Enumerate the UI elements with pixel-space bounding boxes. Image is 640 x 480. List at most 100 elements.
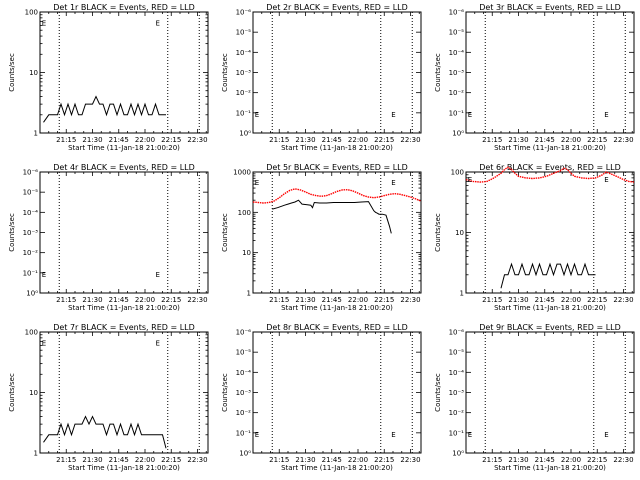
y-axis-label: Counts/sec <box>434 213 442 252</box>
x-tick-label: 21:30 <box>295 296 315 304</box>
x-tick-label: 21:15 <box>56 296 76 304</box>
y-tick-label: 10 <box>455 229 464 237</box>
x-axis-label: Start Time (11-Jan-18 21:00:20) <box>68 144 180 152</box>
y-tick-label: 100 <box>25 9 38 17</box>
y-tick-label: 10⁰ <box>26 290 38 298</box>
x-tick-label: 22:15 <box>161 456 181 464</box>
x-tick-label: 22:30 <box>613 296 633 304</box>
x-tick-label: 21:30 <box>82 456 102 464</box>
plot-title: Det 2r BLACK = Events, RED = LLD <box>266 3 408 12</box>
x-tick-label: 21:30 <box>82 296 102 304</box>
x-tick-label: 22:30 <box>187 136 207 144</box>
plot-frame <box>252 171 422 294</box>
y-tick-label: 10⁻⁵ <box>449 29 465 37</box>
y-tick-label: 10⁻³ <box>449 389 465 397</box>
x-tick-label: 21:45 <box>322 296 342 304</box>
y-tick-label: 10⁻⁶ <box>449 9 465 17</box>
e-marker-label: E <box>391 111 395 119</box>
y-tick-label: 10⁻² <box>449 409 465 417</box>
y-tick-label: 10⁻⁴ <box>23 209 39 217</box>
y-tick-label: 10⁻² <box>236 409 252 417</box>
x-tick-label: 22:30 <box>400 456 420 464</box>
y-axis-label: Counts/sec <box>8 213 16 252</box>
x-tick-label: 22:15 <box>374 456 394 464</box>
x-tick-label: 22:15 <box>161 296 181 304</box>
x-tick-label: 21:45 <box>109 296 129 304</box>
x-tick-label: 22:00 <box>561 296 581 304</box>
lld-series-line <box>465 166 635 183</box>
x-tick-label: 22:15 <box>587 296 607 304</box>
events-series-line <box>43 95 166 123</box>
plot-panel-6: Det 6r BLACK = Events, RED = LLD 21:15 21:… <box>434 163 635 312</box>
y-tick-label: 10⁻⁶ <box>236 329 252 337</box>
x-tick-label: 21:15 <box>269 136 289 144</box>
y-tick-label: 100 <box>451 169 464 177</box>
x-tick-label: 22:30 <box>187 296 207 304</box>
x-tick-label: 21:15 <box>482 136 502 144</box>
plot-title: Det 4r BLACK = Events, RED = LLD <box>53 163 195 172</box>
x-axis-label: Start Time (11-Jan-18 21:00:20) <box>68 464 180 472</box>
x-tick-label: 21:30 <box>508 456 528 464</box>
y-tick-label: 10⁻² <box>449 89 465 97</box>
x-tick-label: 21:45 <box>322 456 342 464</box>
x-tick-label: 21:15 <box>269 296 289 304</box>
plot-frame <box>465 171 635 294</box>
e-marker-label: E <box>255 111 259 119</box>
x-tick-label: 22:30 <box>400 296 420 304</box>
plot-title: Det 7r BLACK = Events, RED = LLD <box>53 323 195 332</box>
e-marker-label: E <box>156 19 160 27</box>
plot-panel-8: Det 8r BLACK = Events, RED = LLD 21:15 21:… <box>221 323 422 472</box>
e-marker-label: E <box>42 339 46 347</box>
y-tick-label: 10⁻⁵ <box>236 349 252 357</box>
x-axis-label: Start Time (11-Jan-18 21:00:20) <box>281 304 393 312</box>
plot-title: Det 6r BLACK = Events, RED = LLD <box>479 163 621 172</box>
e-marker-label: E <box>468 431 472 439</box>
y-tick-label: 10⁻⁵ <box>449 349 465 357</box>
y-tick-label: 10⁰ <box>452 450 464 458</box>
x-tick-label: 22:00 <box>135 136 155 144</box>
plot-panel-3: Det 3r BLACK = Events, RED = LLD 21:15 21:… <box>434 3 635 152</box>
y-tick-label: 10⁻⁶ <box>449 329 465 337</box>
x-tick-label: 22:15 <box>374 136 394 144</box>
x-tick-label: 22:00 <box>135 296 155 304</box>
y-tick-label: 10⁻¹ <box>449 429 465 437</box>
y-tick-label: 100 <box>25 329 38 337</box>
x-tick-label: 22:00 <box>561 456 581 464</box>
y-tick-label: 10⁻³ <box>23 229 39 237</box>
x-tick-label: 21:45 <box>109 456 129 464</box>
plot-panel-7: Det 7r BLACK = Events, RED = LLD 21:15 21:… <box>8 323 209 472</box>
x-axis-label: Start Time (11-Jan-18 21:00:20) <box>494 304 606 312</box>
e-marker-label: E <box>391 431 395 439</box>
x-tick-label: 21:30 <box>295 136 315 144</box>
x-axis-label: Start Time (11-Jan-18 21:00:20) <box>494 464 606 472</box>
y-tick-label: 1 <box>460 290 464 298</box>
y-tick-label: 1 <box>34 130 38 138</box>
plot-frame <box>465 11 635 134</box>
x-tick-label: 22:15 <box>587 456 607 464</box>
e-marker-label: E <box>42 19 46 27</box>
y-tick-label: 10⁰ <box>239 130 251 138</box>
y-tick-label: 10 <box>29 389 38 397</box>
y-tick-label: 10⁻³ <box>236 69 252 77</box>
y-tick-label: 10 <box>29 69 38 77</box>
x-tick-label: 21:30 <box>82 136 102 144</box>
plot-title: Det 8r BLACK = Events, RED = LLD <box>266 323 408 332</box>
y-tick-label: 10⁻⁵ <box>23 189 39 197</box>
x-tick-label: 22:00 <box>348 456 368 464</box>
y-tick-label: 100 <box>238 209 251 217</box>
y-tick-label: 10⁻⁴ <box>449 369 465 377</box>
y-tick-label: 10⁻³ <box>449 69 465 77</box>
y-tick-label: 10⁻¹ <box>236 429 252 437</box>
plot-panel-9: Det 9r BLACK = Events, RED = LLD 21:15 21:… <box>434 323 635 472</box>
y-axis-label: Counts/sec <box>434 373 442 412</box>
x-tick-label: 21:45 <box>535 456 555 464</box>
y-tick-label: 1 <box>247 290 251 298</box>
x-tick-label: 22:00 <box>348 296 368 304</box>
plot-title: Det 1r BLACK = Events, RED = LLD <box>53 3 195 12</box>
plot-frame <box>252 11 422 134</box>
plot-frame <box>39 171 209 294</box>
y-axis-label: Counts/sec <box>221 373 229 412</box>
e-marker-label: E <box>604 176 608 184</box>
plot-panel-1: Det 1r BLACK = Events, RED = LLD 21:15 21:… <box>8 3 209 152</box>
y-tick-label: 1 <box>34 450 38 458</box>
